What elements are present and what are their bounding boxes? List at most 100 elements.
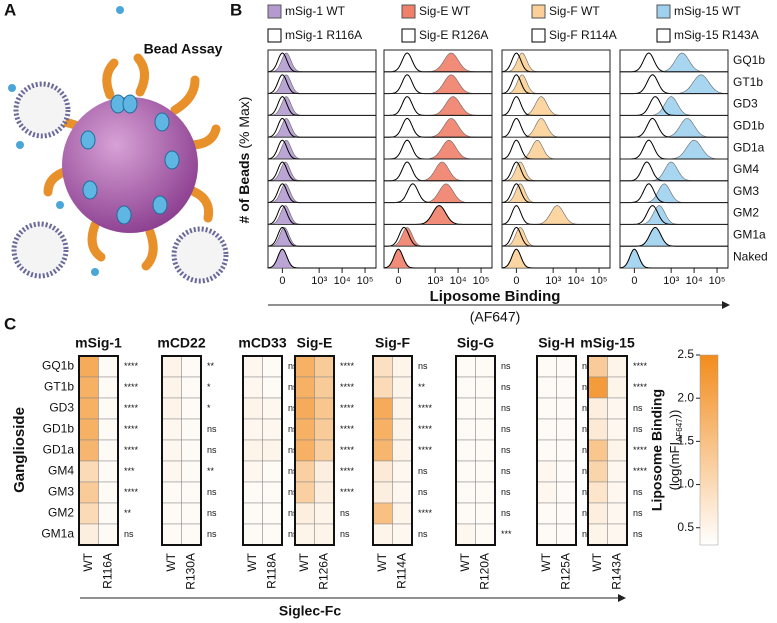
histogram-curve [267,248,376,269]
heatmap-cell [392,355,413,378]
heatmap-cell [294,397,315,420]
heatmap-cell [455,355,476,378]
heatmap-cell [372,439,393,462]
histogram-curve [502,205,610,225]
heatmap-cell [556,376,577,399]
group-frame [294,355,335,546]
significance-label: **** [633,466,648,476]
group-frame [78,355,119,546]
heatmap-cell [262,460,283,483]
significance-label: ns [288,466,298,476]
heatmap-cell [475,460,496,483]
heatmap-cell [455,481,476,504]
heatmap-cell [242,460,263,483]
heatmap-cell [455,397,476,420]
heatmap-cell [98,355,119,378]
heatmap-cell [161,502,182,525]
significance-label: ns [633,403,643,413]
x-axis-label-sub: (AF647) [470,309,521,325]
histogram-curve [384,205,492,225]
heatmap-cell [242,397,263,420]
significance-label: ns [633,487,643,497]
bead-illustration [8,6,229,284]
legend-label: Sig-F WT [549,4,600,18]
colorbar-unit-pre: (log(mFI [667,442,682,490]
histogram-curve [502,96,610,116]
heatmap-cell [475,397,496,420]
histogram-curve [384,96,492,116]
legend-swatch [656,28,671,43]
x-axis-label: Liposome Binding [430,288,561,305]
heatmap-cell [262,355,283,378]
histogram-curve [501,248,610,269]
row-label: GM4 [48,464,74,478]
heatmap-cell [556,418,577,441]
heatmap-cell [392,418,413,441]
x-tick-label: 10³ [545,275,561,287]
x-tick-label: 10⁵ [591,275,608,287]
group-frame [536,355,577,546]
histogram-curve [620,226,728,247]
legend-swatch [531,4,546,19]
heatmap-cell [475,523,496,546]
significance-label: ns [418,361,428,371]
significance-label: **** [124,487,139,497]
heatmap-cell [98,418,119,441]
group-frame [242,355,283,546]
significance-label: ns [501,361,511,371]
x-tick-label: 10³ [663,275,679,287]
histogram-curve [502,52,610,73]
y-axis-label-bold: # of Beads [236,152,252,223]
x-tick-label: 0 [513,275,519,287]
heatmap-cell [392,376,413,399]
heatmap-cell [475,481,496,504]
row-label: GT1b [733,75,763,89]
panel-label: A [4,0,16,19]
heatmap-cell [262,502,283,525]
histogram-curve [384,74,492,94]
significance-label: ns [288,403,298,413]
heatmap-cell [455,418,476,441]
heatmap-cell [556,523,577,546]
heatmap-cell [78,481,99,504]
significance-label: **** [340,361,355,371]
significance-label: **** [418,403,433,413]
heatmap-cell [372,502,393,525]
heatmap-cell [392,460,413,483]
heatmap-cell [392,397,413,420]
heatmap-cell [587,376,608,399]
colorbar-tick-label: 0.5 [677,520,694,534]
row-label: GQ1b [42,359,74,373]
significance-label: ** [124,508,132,518]
x-tick-label: 0 [279,275,285,287]
heatmap-cell [294,460,315,483]
heatmap-cell [587,418,608,441]
x-arrow-head [722,301,730,309]
heatmap-cell [314,439,335,462]
significance-label: ns [633,529,643,539]
histogram-curve [501,117,610,138]
row-label: GM1a [733,227,766,241]
heatmap-cell [78,397,99,420]
significance-label: ns [418,466,428,476]
heatmap-cell [475,439,496,462]
heatmap-cell [372,481,393,504]
histogram-curve [620,139,728,160]
heatmap-cell [294,439,315,462]
heatmap-cell [181,355,202,378]
significance-label: ns [207,424,217,434]
heatmap-cell [536,481,557,504]
significance-label: **** [340,466,355,476]
legend-swatch [401,28,416,43]
significance-label: **** [124,424,139,434]
colorbar-tick-label: 2.0 [677,390,694,404]
histogram-curve [502,183,610,203]
heatmap-cell [587,502,608,525]
heatmap-cell [556,397,577,420]
heatmap-cell [607,397,628,420]
x-tick-label: 0 [395,275,401,287]
histogram-curve [502,139,610,160]
histogram-curve [268,118,376,138]
column-label: R126A [316,553,330,590]
